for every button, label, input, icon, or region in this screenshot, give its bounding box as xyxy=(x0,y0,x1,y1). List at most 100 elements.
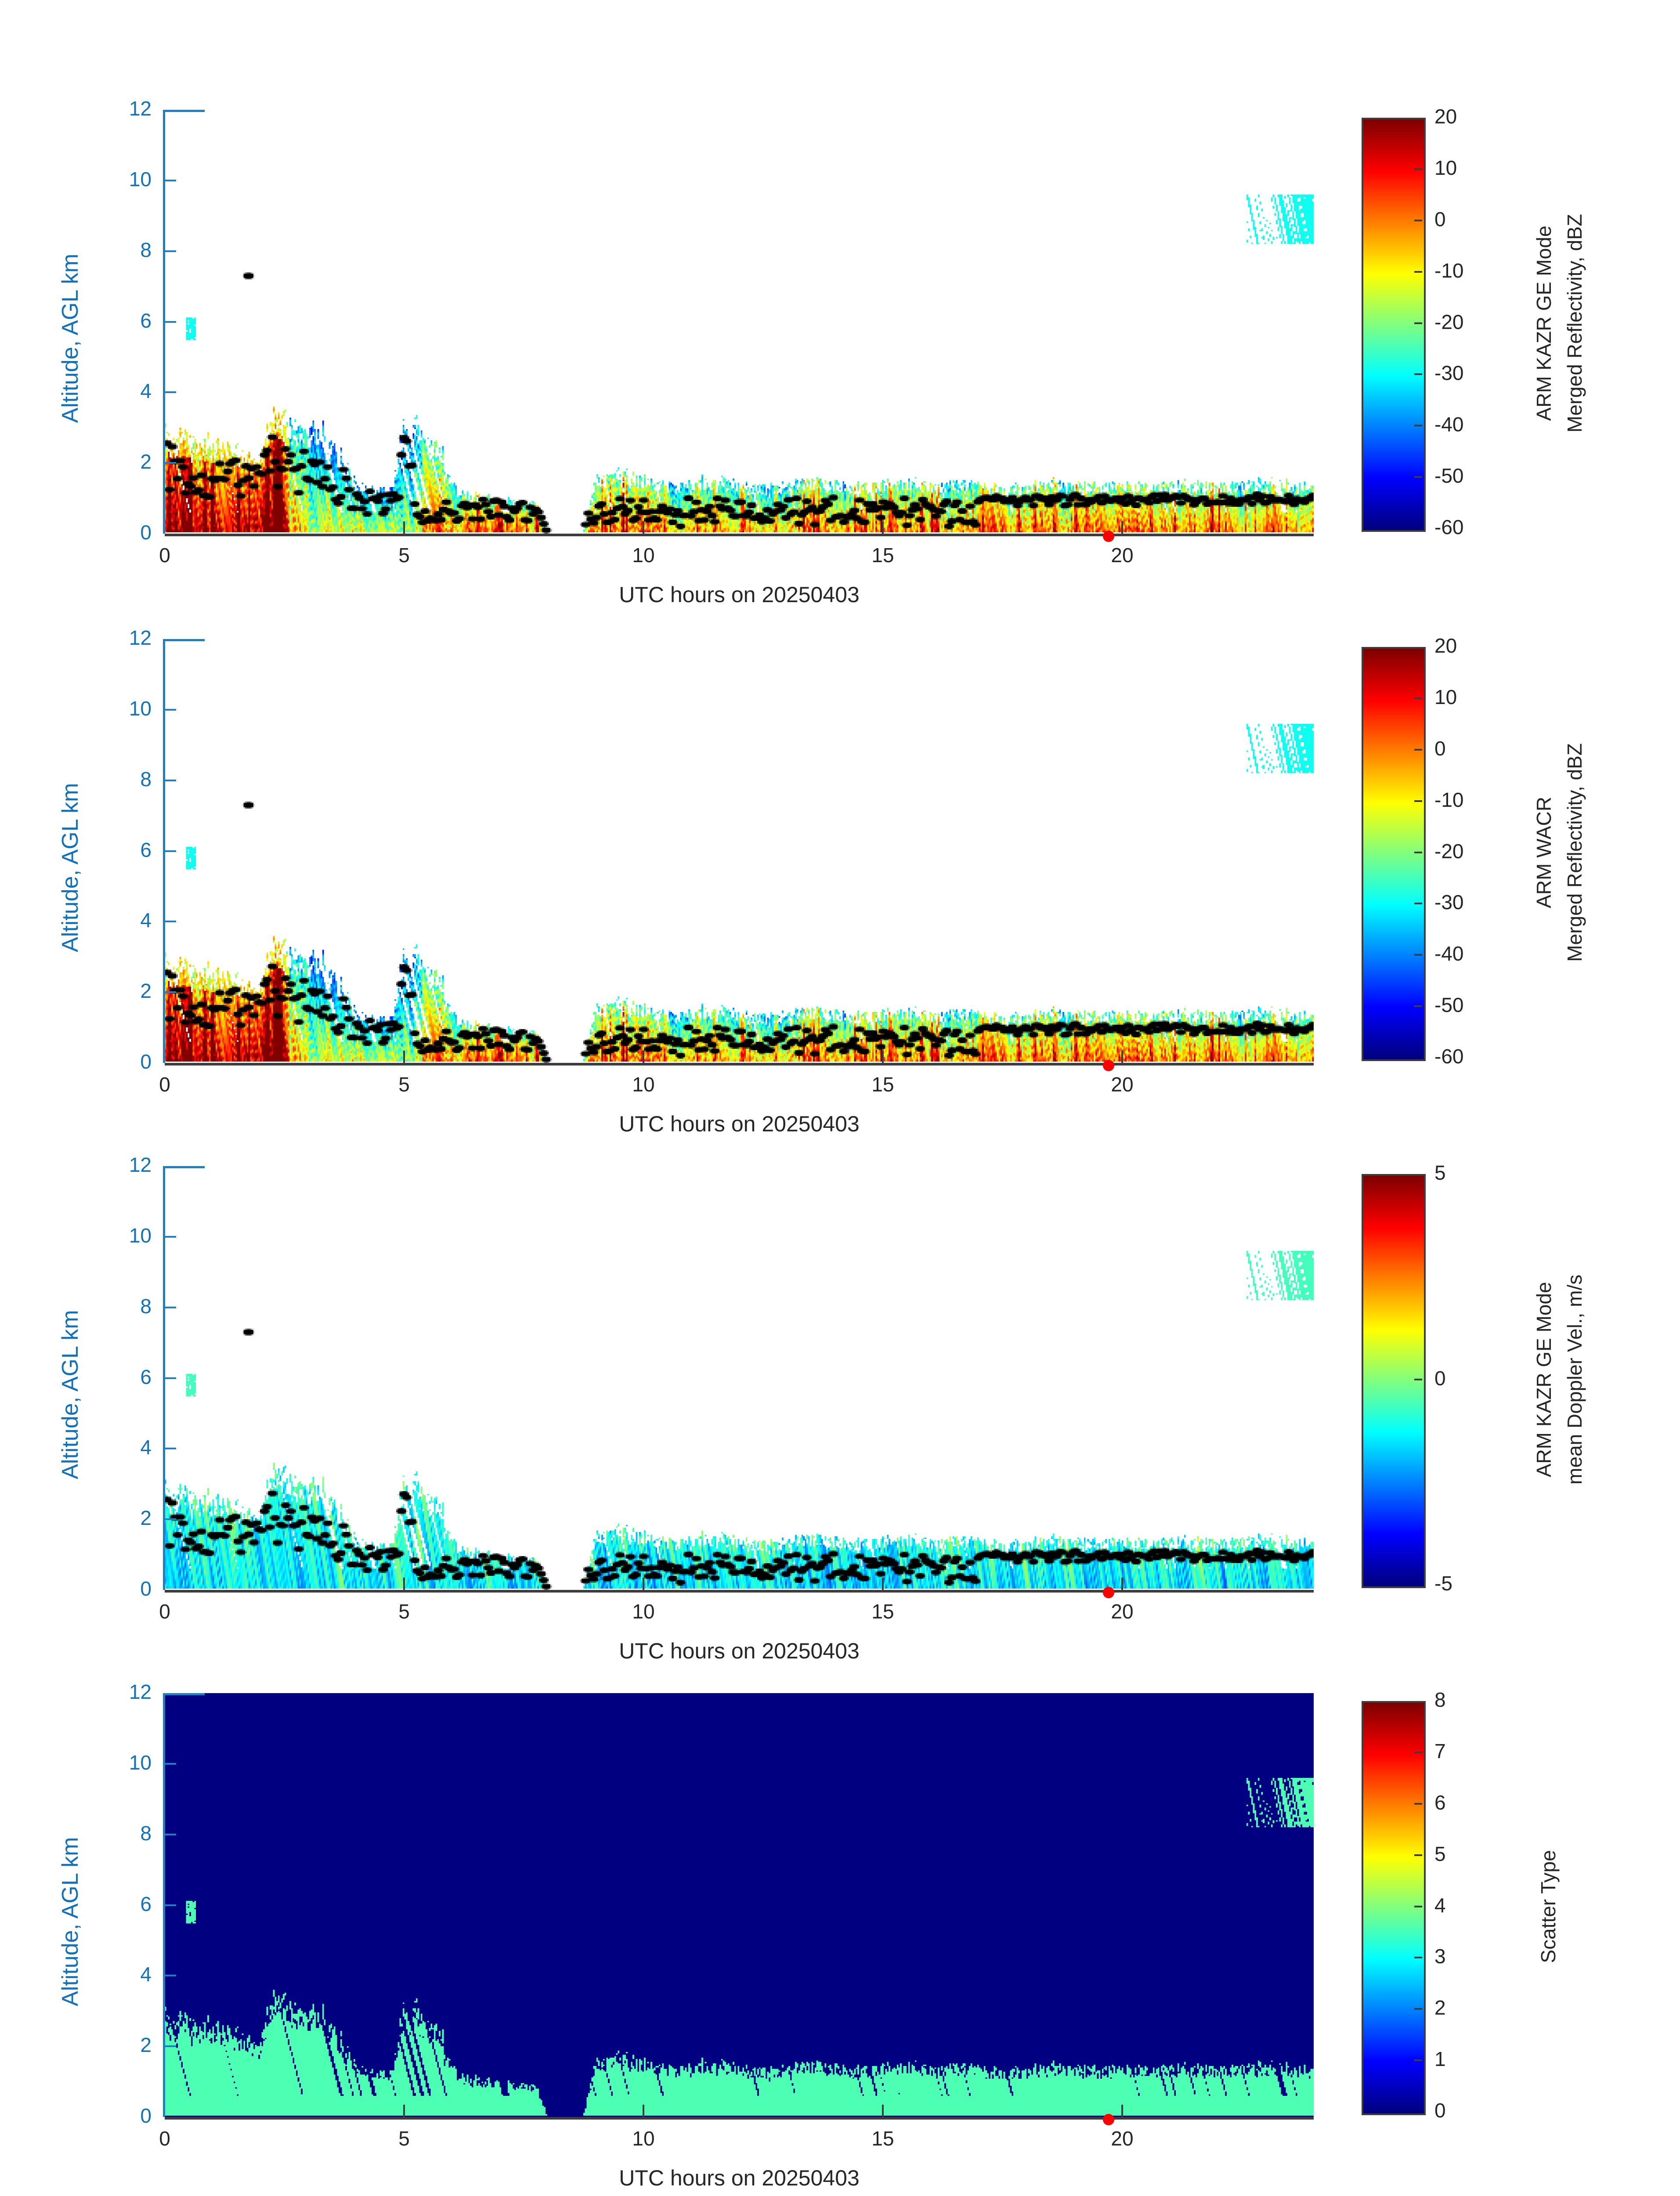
y-tick-label: 10 xyxy=(129,697,152,720)
y-axis-label: Altitude, AGL km xyxy=(58,783,83,952)
y-tick-label: 12 xyxy=(129,97,152,120)
colorbar-tick-label: -20 xyxy=(1434,310,1464,333)
x-tick-label: 10 xyxy=(632,544,655,567)
y-tick-label: 6 xyxy=(140,1892,152,1915)
colorbar-tick-label: 1 xyxy=(1434,2048,1446,2071)
y-tick-label: 4 xyxy=(140,1963,152,1986)
x-tick-label: 10 xyxy=(632,2127,655,2150)
colorbar-tick-label: -5 xyxy=(1434,1572,1452,1595)
colorbar-tick xyxy=(1414,1957,1422,1959)
y-tick-label: 10 xyxy=(129,1751,152,1774)
y-tick-label: 6 xyxy=(140,309,152,332)
colorbar-tick xyxy=(1414,1005,1422,1008)
heatmap-canvas-panel-4 xyxy=(165,1693,1314,2117)
x-tick-label: 15 xyxy=(871,544,894,567)
y-tick-label: 10 xyxy=(129,167,152,191)
colorbar-tick xyxy=(1414,476,1422,478)
x-tick-label: 10 xyxy=(632,1073,655,1096)
colorbar-tick-label: 20 xyxy=(1434,105,1457,128)
y-tick xyxy=(163,921,176,923)
top-axis-stub xyxy=(163,1693,205,1695)
colorbar-label-line1: ARM KAZR GE Mode xyxy=(1532,1282,1555,1477)
colorbar-tick-label: 6 xyxy=(1434,1791,1446,1814)
colorbar-label-line1: ARM KAZR GE Mode xyxy=(1532,225,1555,421)
y-tick-label: 8 xyxy=(140,238,152,261)
y-tick xyxy=(163,1377,176,1379)
panel-2: 0 2 4 6 8 10 12 0 5 10 15 20 Altitude, AGL km UTC hou… xyxy=(0,626,1680,1177)
y-tick xyxy=(163,850,176,852)
plot-area-panel-3[interactable] xyxy=(165,1166,1314,1590)
colorbar-tick-label: 0 xyxy=(1434,207,1446,231)
x-tick xyxy=(1121,1051,1123,1065)
plot-area-panel-2[interactable] xyxy=(165,639,1314,1063)
colorbar-gradient xyxy=(1363,119,1424,530)
x-tick-label: 20 xyxy=(1111,1073,1134,1096)
colorbar-tick xyxy=(1414,1905,1422,1907)
y-tick-label: 6 xyxy=(140,1365,152,1388)
colorbar-label-line2: Merged Reflectivity, dBZ xyxy=(1563,213,1586,433)
x-axis-spine xyxy=(165,1063,1314,1065)
colorbar-tick-label: -40 xyxy=(1434,942,1464,965)
x-axis-spine xyxy=(165,2117,1314,2120)
colorbar-tick-label: 2 xyxy=(1434,1996,1446,2019)
heatmap-canvas-panel-1 xyxy=(165,110,1314,534)
y-tick xyxy=(163,2045,176,2048)
colorbar-tick-label: 0 xyxy=(1434,1366,1446,1390)
colorbar-panel-2 xyxy=(1362,647,1426,1061)
x-tick xyxy=(643,1051,644,1065)
colorbar-tick xyxy=(1414,800,1422,802)
colorbar-tick-label: -60 xyxy=(1434,516,1464,538)
y-tick xyxy=(163,1763,176,1765)
heatmap-canvas-panel-3 xyxy=(165,1166,1314,1590)
y-tick xyxy=(163,1306,176,1308)
colorbar-tick xyxy=(1414,425,1422,427)
colorbar-tick-label: 0 xyxy=(1434,2099,1446,2122)
top-axis-stub xyxy=(163,1166,205,1168)
panel-1: 0 2 4 6 8 10 12 0 5 10 15 20 Altitude, AGL km UTC hou… xyxy=(0,97,1680,648)
x-tick xyxy=(643,2105,644,2120)
y-tick xyxy=(163,1235,176,1238)
x-tick xyxy=(1121,521,1123,536)
x-tick-label: 0 xyxy=(159,2127,170,2150)
y-tick-label: 0 xyxy=(140,521,152,544)
top-axis-stub xyxy=(163,110,205,112)
x-tick-label: 0 xyxy=(159,544,170,567)
colorbar-tick-label: 5 xyxy=(1434,1842,1446,1865)
x-tick xyxy=(1121,1578,1123,1593)
y-axis-label: Altitude, AGL km xyxy=(58,1310,83,1479)
colorbar-tick xyxy=(1414,1854,1422,1856)
colorbar-panel-4 xyxy=(1362,1701,1426,2115)
colorbar-tick-label: 3 xyxy=(1434,1945,1446,1968)
colorbar-tick-label: 7 xyxy=(1434,1739,1446,1763)
colorbar-gradient xyxy=(1363,1176,1424,1586)
x-axis-label: UTC hours on 20250403 xyxy=(619,1639,860,1663)
y-tick-label: 4 xyxy=(140,1436,152,1459)
event-marker-dot xyxy=(1103,1587,1115,1598)
x-tick xyxy=(643,1578,644,1593)
colorbar-tick xyxy=(1414,851,1422,853)
y-tick xyxy=(163,1833,176,1835)
y-axis-label: Altitude, AGL km xyxy=(58,253,83,423)
x-tick xyxy=(882,1051,884,1065)
x-tick-label: 10 xyxy=(632,1600,655,1623)
x-axis-label: UTC hours on 20250403 xyxy=(619,2166,860,2190)
plot-area-panel-1[interactable] xyxy=(165,110,1314,534)
colorbar-gradient xyxy=(1363,649,1424,1059)
y-axis-label: Altitude, AGL km xyxy=(58,1837,83,2006)
x-axis-label: UTC hours on 20250403 xyxy=(619,1112,860,1136)
y-tick xyxy=(163,391,176,394)
plot-area-panel-4[interactable] xyxy=(165,1693,1314,2117)
x-tick-label: 20 xyxy=(1111,1600,1134,1623)
colorbar-tick-label: -60 xyxy=(1434,1045,1464,1068)
y-tick-label: 10 xyxy=(129,1224,152,1247)
colorbar-tick xyxy=(1414,697,1422,699)
y-tick xyxy=(163,1518,176,1521)
x-tick xyxy=(643,521,644,536)
y-tick-label: 4 xyxy=(140,909,152,932)
colorbar-tick xyxy=(1414,2059,1422,2062)
heatmap-canvas-panel-2 xyxy=(165,639,1314,1063)
colorbar-tick-label: -30 xyxy=(1434,891,1464,914)
y-tick-label: 8 xyxy=(140,1821,152,1845)
y-tick xyxy=(163,462,176,464)
